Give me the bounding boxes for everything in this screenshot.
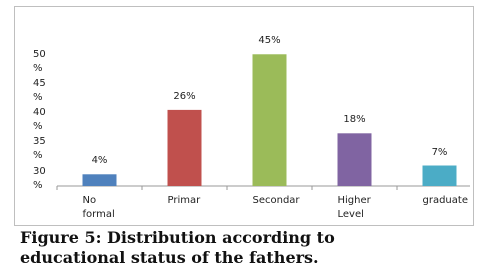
bar [252, 54, 287, 186]
value-label: 7% [431, 146, 448, 158]
x-tick-label: Secondar [252, 195, 300, 206]
y-tick-label: 30 % [33, 165, 46, 191]
x-tick-label: graduate [422, 195, 468, 206]
y-tick-label: 45 % [33, 77, 46, 103]
y-tick-label: 50 % [33, 48, 46, 74]
bar [82, 174, 117, 186]
bar [167, 109, 202, 186]
value-label: 4% [91, 155, 108, 167]
value-label: 45% [258, 35, 281, 47]
value-label: 18% [343, 114, 366, 126]
chart-frame [14, 6, 474, 226]
value-label: 26% [173, 90, 196, 102]
x-tick-label: Primar [167, 195, 201, 206]
y-tick-label: 40 % [33, 107, 46, 133]
x-tick-label: No formal [82, 195, 115, 220]
x-tick-label: Higher Level [337, 195, 371, 220]
y-tick-label: 35 % [33, 136, 46, 162]
caption: Figure 5: Distribution according to educ… [20, 228, 335, 267]
bar [422, 165, 457, 186]
bar [337, 133, 372, 186]
